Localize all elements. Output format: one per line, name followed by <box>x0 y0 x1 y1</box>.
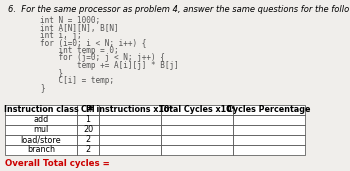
Bar <box>161 105 233 115</box>
Bar <box>77 125 99 135</box>
Text: 1: 1 <box>85 115 91 124</box>
Text: 6.  For the same processor as problem 4, answer the same questions for the follo: 6. For the same processor as problem 4, … <box>8 5 350 14</box>
Bar <box>5 125 77 135</box>
Text: # instructions x10⁶: # instructions x10⁶ <box>87 106 173 115</box>
Bar <box>99 145 161 155</box>
Text: int i, j;: int i, j; <box>40 31 82 40</box>
Text: Instruction class: Instruction class <box>4 106 78 115</box>
Text: temp += A[i][j] * B[j]: temp += A[i][j] * B[j] <box>40 61 179 70</box>
Bar <box>77 135 99 145</box>
Text: 2: 2 <box>85 135 91 144</box>
Text: }: } <box>40 69 63 77</box>
Bar <box>77 115 99 125</box>
Bar <box>99 125 161 135</box>
Text: 2: 2 <box>85 146 91 155</box>
Text: branch: branch <box>27 146 55 155</box>
Bar <box>5 145 77 155</box>
Bar <box>161 115 233 125</box>
Text: int N = 1000;: int N = 1000; <box>40 16 100 25</box>
Bar <box>161 145 233 155</box>
Text: Overall Total cycles =: Overall Total cycles = <box>5 159 110 168</box>
Text: load/store: load/store <box>21 135 61 144</box>
Bar <box>233 115 305 125</box>
Text: 20: 20 <box>83 126 93 135</box>
Text: add: add <box>33 115 49 124</box>
Text: C[i] = temp;: C[i] = temp; <box>40 76 114 85</box>
Bar <box>233 125 305 135</box>
Text: int temp = 0;: int temp = 0; <box>40 46 119 55</box>
Bar <box>233 105 305 115</box>
Bar <box>5 135 77 145</box>
Bar <box>99 135 161 145</box>
Bar <box>5 105 77 115</box>
Bar <box>77 105 99 115</box>
Text: mul: mul <box>33 126 49 135</box>
Bar <box>233 145 305 155</box>
Text: for (i=0; i < N; i++) {: for (i=0; i < N; i++) { <box>40 38 146 48</box>
Bar <box>161 125 233 135</box>
Text: CPI: CPI <box>80 106 95 115</box>
Text: for (j=0; j < N; j++) {: for (j=0; j < N; j++) { <box>40 54 165 62</box>
Text: Total Cycles x10⁶: Total Cycles x10⁶ <box>159 106 235 115</box>
Bar <box>77 145 99 155</box>
Text: int A[N][N], B[N]: int A[N][N], B[N] <box>40 23 119 32</box>
Bar <box>5 115 77 125</box>
Bar <box>99 115 161 125</box>
Text: }: } <box>40 83 45 93</box>
Bar <box>233 135 305 145</box>
Text: Cycles Percentage: Cycles Percentage <box>227 106 311 115</box>
Bar <box>99 105 161 115</box>
Bar <box>161 135 233 145</box>
